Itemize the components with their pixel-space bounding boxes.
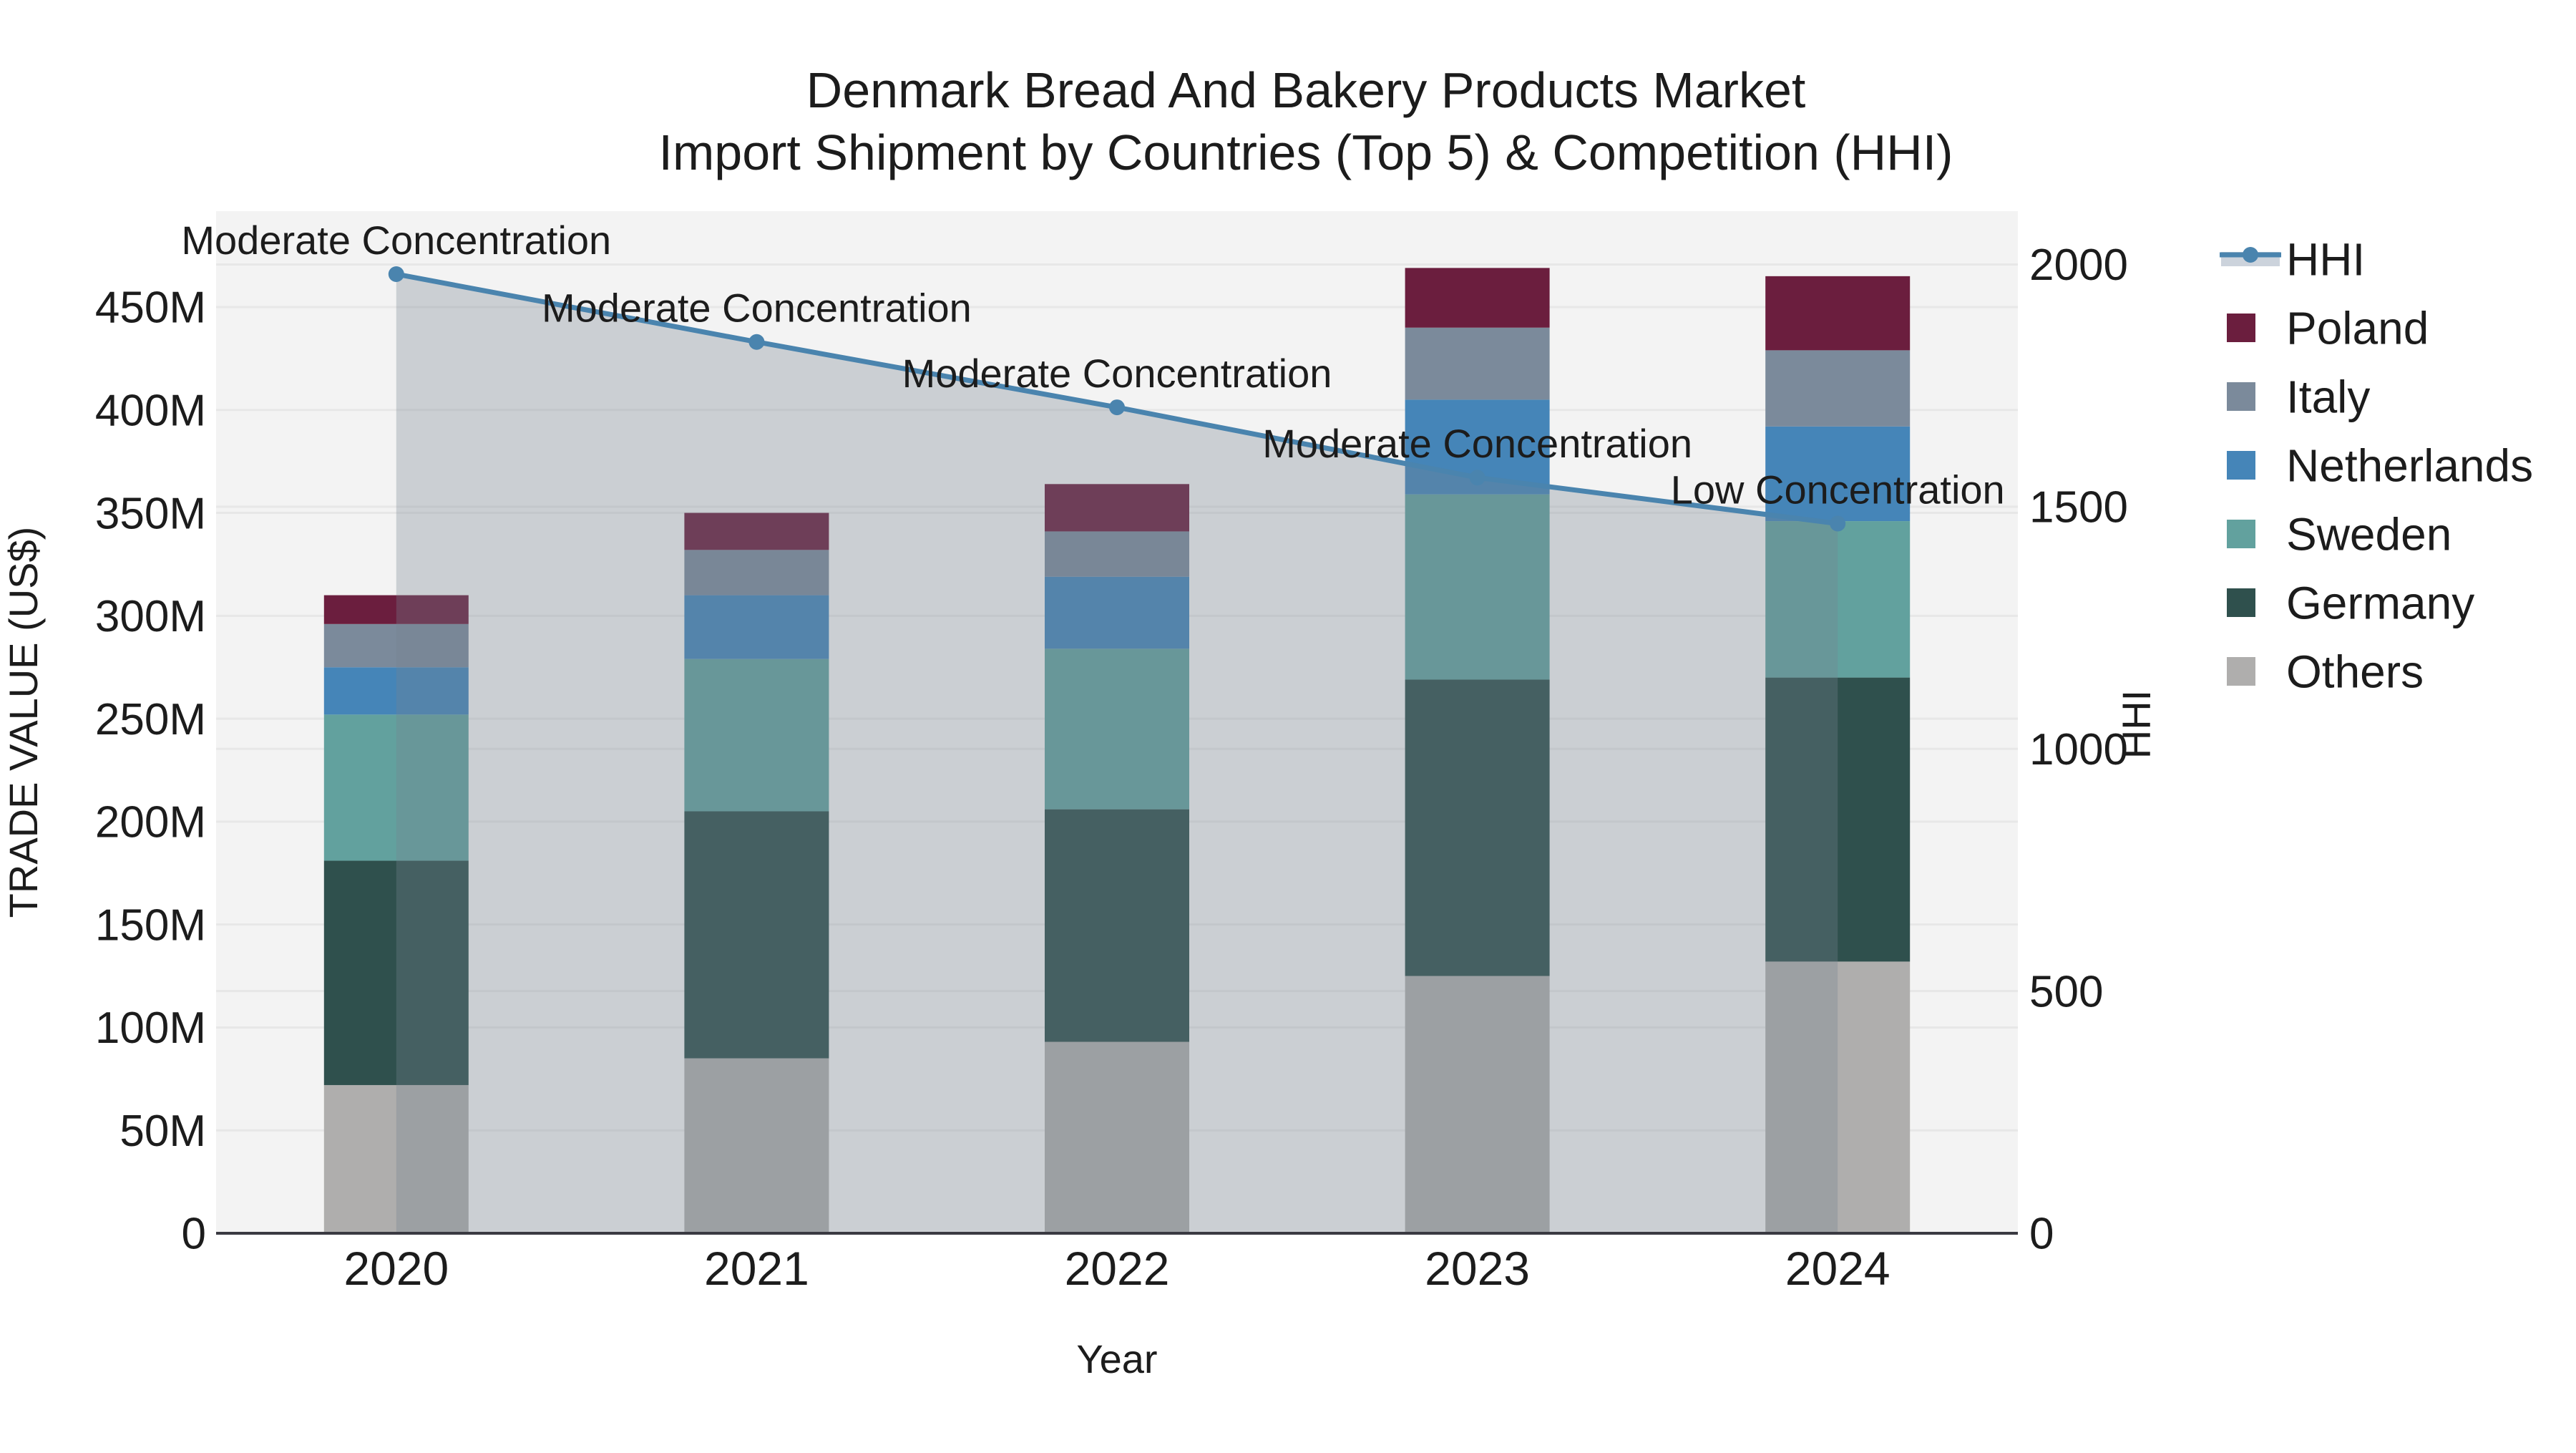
bar-2020-sweden[interactable] xyxy=(323,714,469,861)
bar-2023-germany[interactable] xyxy=(1405,679,1550,976)
legend-label-sweden: Sweden xyxy=(2286,508,2451,560)
legend-swatch-others xyxy=(2227,657,2255,686)
bar-2022-germany[interactable] xyxy=(1045,809,1189,1042)
hhi-marker-2023[interactable] xyxy=(1469,470,1485,486)
hhi-annotation-2021: Moderate Concentration xyxy=(542,286,972,331)
bar-2021-netherlands[interactable] xyxy=(684,595,829,659)
y-tick-50M: 50M xyxy=(119,1107,206,1156)
legend-item-others[interactable]: Others xyxy=(2227,646,2424,697)
x-tick-2023: 2023 xyxy=(1425,1242,1530,1295)
x-axis-title: Year xyxy=(1076,1336,1157,1381)
legend-swatch-netherlands xyxy=(2227,451,2255,480)
x-tick-2024: 2024 xyxy=(1785,1242,1890,1295)
bar-2020-poland[interactable] xyxy=(323,595,469,624)
y-tick-150M: 150M xyxy=(95,900,206,950)
bar-2021-poland[interactable] xyxy=(684,512,829,550)
hhi-annotation-2023: Moderate Concentration xyxy=(1262,421,1692,466)
y-tick-250M: 250M xyxy=(95,695,206,744)
bar-2020-germany[interactable] xyxy=(323,860,469,1085)
legend-item-germany[interactable]: Germany xyxy=(2227,577,2474,628)
y-tick-350M: 350M xyxy=(95,489,206,538)
y2-tick-1000: 1000 xyxy=(2029,725,2128,774)
legend-item-hhi[interactable]: HHI xyxy=(2220,233,2365,285)
chart-title-line1: Denmark Bread And Bakery Products Market xyxy=(806,62,1806,118)
y-tick-400M: 400M xyxy=(95,386,206,435)
x-tick-2022: 2022 xyxy=(1065,1242,1170,1295)
chart-title-line2: Import Shipment by Countries (Top 5) & C… xyxy=(659,125,1953,180)
bar-2022-sweden[interactable] xyxy=(1045,648,1189,810)
hhi-marker-2024[interactable] xyxy=(1830,515,1846,532)
hhi-marker-sample xyxy=(2243,247,2258,263)
y2-tick-0: 0 xyxy=(2029,1210,2054,1259)
legend-item-sweden[interactable]: Sweden xyxy=(2227,508,2451,560)
bar-2021-italy[interactable] xyxy=(684,550,829,596)
bar-2024-sweden[interactable] xyxy=(1765,521,1911,678)
bar-2020-others[interactable] xyxy=(323,1084,469,1233)
y-tick-450M: 450M xyxy=(95,283,206,333)
chart-legend: HHI Poland Italy Netherlands Sweden Germany Ot… xyxy=(2220,233,2533,697)
legend-swatch-sweden xyxy=(2227,520,2255,548)
bar-2022-italy[interactable] xyxy=(1045,531,1189,577)
legend-swatch-italy xyxy=(2227,382,2255,411)
hhi-annotation-2020: Moderate Concentration xyxy=(181,218,611,263)
hhi-marker-2021[interactable] xyxy=(748,334,765,350)
legend-item-poland[interactable]: Poland xyxy=(2227,302,2429,354)
y-tick-0: 0 xyxy=(182,1210,206,1259)
legend-label-italy: Italy xyxy=(2286,371,2370,422)
hhi-marker-2020[interactable] xyxy=(388,266,404,282)
hhi-annotation-2022: Moderate Concentration xyxy=(902,351,1332,396)
legend-label-hhi: HHI xyxy=(2286,233,2365,285)
y2-tick-1500: 1500 xyxy=(2029,483,2128,533)
bar-2024-poland[interactable] xyxy=(1765,276,1911,351)
bar-2020-italy[interactable] xyxy=(323,623,469,668)
legend-label-others: Others xyxy=(2286,646,2424,697)
legend-label-poland: Poland xyxy=(2286,302,2429,354)
legend-item-italy[interactable]: Italy xyxy=(2227,371,2370,422)
hhi-annotation-2024: Low Concentration xyxy=(1671,467,2005,512)
bar-2021-sweden[interactable] xyxy=(684,659,829,812)
y-tick-300M: 300M xyxy=(95,592,206,641)
bar-2023-others[interactable] xyxy=(1405,976,1550,1233)
bar-2020-netherlands[interactable] xyxy=(323,667,469,715)
bar-2024-germany[interactable] xyxy=(1765,677,1911,962)
legend-swatch-poland xyxy=(2227,314,2255,342)
bar-2022-others[interactable] xyxy=(1045,1041,1189,1233)
legend-item-netherlands[interactable]: Netherlands xyxy=(2227,439,2533,491)
y2-tick-500: 500 xyxy=(2029,967,2103,1016)
bar-2022-poland[interactable] xyxy=(1045,484,1189,532)
y-tick-200M: 200M xyxy=(95,798,206,847)
bar-2021-others[interactable] xyxy=(684,1058,829,1233)
bar-2022-netherlands[interactable] xyxy=(1045,576,1189,649)
y-axis-title: TRADE VALUE (US$) xyxy=(1,527,46,918)
legend-swatch-germany xyxy=(2227,588,2255,617)
bar-2024-netherlands[interactable] xyxy=(1765,426,1911,522)
y2-axis-title: HHI xyxy=(2114,690,2159,759)
legend-label-netherlands: Netherlands xyxy=(2286,439,2533,491)
bar-2024-others[interactable] xyxy=(1765,961,1911,1233)
hhi-marker-2022[interactable] xyxy=(1109,399,1125,416)
bar-2021-germany[interactable] xyxy=(684,811,829,1059)
bar-2023-italy[interactable] xyxy=(1405,327,1550,400)
x-tick-2021: 2021 xyxy=(704,1242,809,1295)
bar-2023-poland[interactable] xyxy=(1405,268,1550,328)
bar-2023-sweden[interactable] xyxy=(1405,494,1550,680)
bar-2024-italy[interactable] xyxy=(1765,350,1911,427)
y2-tick-2000: 2000 xyxy=(2029,240,2128,290)
x-tick-2020: 2020 xyxy=(343,1242,449,1295)
y-tick-100M: 100M xyxy=(95,1004,206,1053)
hhi-area-fill xyxy=(396,273,1838,1233)
legend-label-germany: Germany xyxy=(2286,577,2474,628)
